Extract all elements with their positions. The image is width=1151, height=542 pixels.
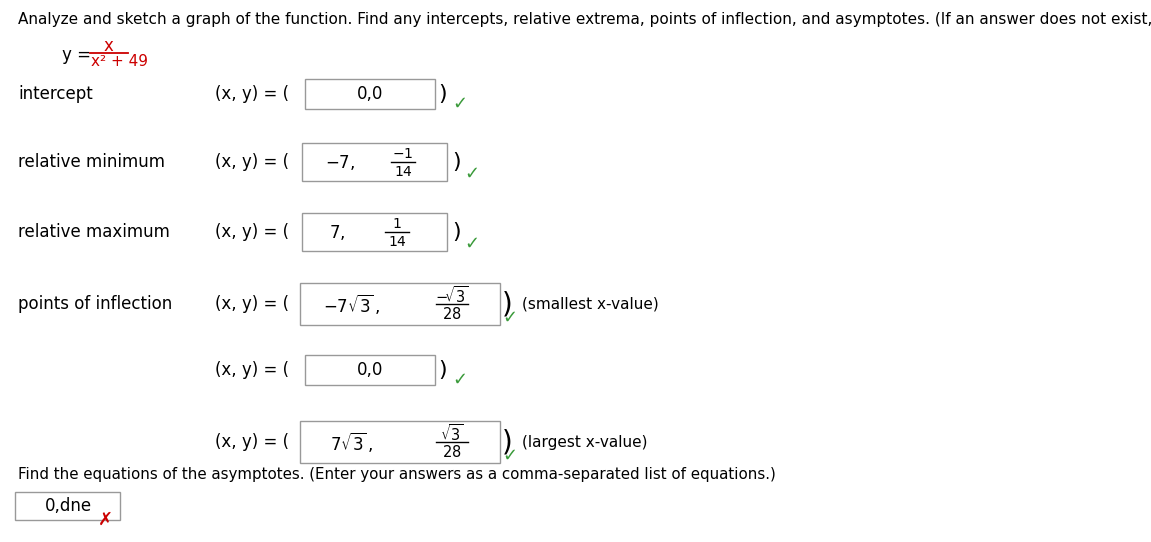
Text: ✗: ✗	[98, 511, 113, 529]
Bar	[305, 355, 435, 385]
Text: ✓: ✓	[452, 95, 467, 113]
Text: $-7,$: $-7,$	[325, 152, 356, 171]
Text: (x, y) = (: (x, y) = (	[215, 295, 289, 313]
Bar	[300, 283, 500, 325]
Bar	[15, 492, 121, 520]
Text: (x, y) = (: (x, y) = (	[215, 153, 289, 171]
Text: 0,0: 0,0	[357, 85, 383, 103]
Text: (x, y) = (: (x, y) = (	[215, 361, 289, 379]
Text: ): )	[452, 152, 460, 172]
Text: $14$: $14$	[394, 165, 412, 179]
Text: $28$: $28$	[442, 444, 462, 460]
Text: relative maximum: relative maximum	[18, 223, 170, 241]
Text: ✓: ✓	[465, 235, 480, 253]
Text: ✓: ✓	[465, 165, 480, 183]
Text: x: x	[104, 37, 113, 55]
Text: relative minimum: relative minimum	[18, 153, 165, 171]
Bar	[303, 213, 448, 251]
Text: $-7\sqrt{3}\,,$: $-7\sqrt{3}\,,$	[323, 292, 381, 316]
Text: $7,$: $7,$	[329, 223, 345, 242]
Text: ): )	[439, 84, 447, 104]
Text: Analyze and sketch a graph of the function. Find any intercepts, relative extrem: Analyze and sketch a graph of the functi…	[18, 12, 1151, 27]
Text: $-\!\sqrt{3}$: $-\!\sqrt{3}$	[435, 285, 468, 306]
Text: 0,dne: 0,dne	[45, 497, 92, 515]
Text: ): )	[502, 290, 512, 318]
Text: (x, y) = (: (x, y) = (	[215, 85, 289, 103]
Text: Find the equations of the asymptotes. (Enter your answers as a comma-separated l: Find the equations of the asymptotes. (E…	[18, 467, 776, 481]
Text: ): )	[452, 222, 460, 242]
Text: $1$: $1$	[392, 217, 402, 231]
Text: ✓: ✓	[503, 447, 518, 465]
Text: points of inflection: points of inflection	[18, 295, 173, 313]
Text: x² + 49: x² + 49	[91, 54, 148, 68]
Text: $\sqrt{3}$: $\sqrt{3}$	[440, 423, 464, 443]
Text: ✓: ✓	[503, 309, 518, 327]
Text: (smallest x-value): (smallest x-value)	[523, 296, 658, 312]
Text: intercept: intercept	[18, 85, 93, 103]
Text: (x, y) = (: (x, y) = (	[215, 223, 289, 241]
Bar	[303, 143, 448, 181]
Text: y =: y =	[62, 46, 91, 64]
Text: $-1$: $-1$	[392, 147, 413, 161]
Text: (largest x-value): (largest x-value)	[523, 435, 648, 449]
Text: $14$: $14$	[388, 235, 406, 249]
Text: $7\sqrt{3}\,,$: $7\sqrt{3}\,,$	[330, 430, 374, 454]
Bar	[305, 79, 435, 109]
Text: 0,0: 0,0	[357, 361, 383, 379]
Text: ): )	[502, 428, 512, 456]
Text: $28$: $28$	[442, 306, 462, 322]
Text: ): )	[439, 360, 447, 380]
Text: (x, y) = (: (x, y) = (	[215, 433, 289, 451]
Text: ✓: ✓	[452, 371, 467, 389]
Bar	[300, 421, 500, 463]
